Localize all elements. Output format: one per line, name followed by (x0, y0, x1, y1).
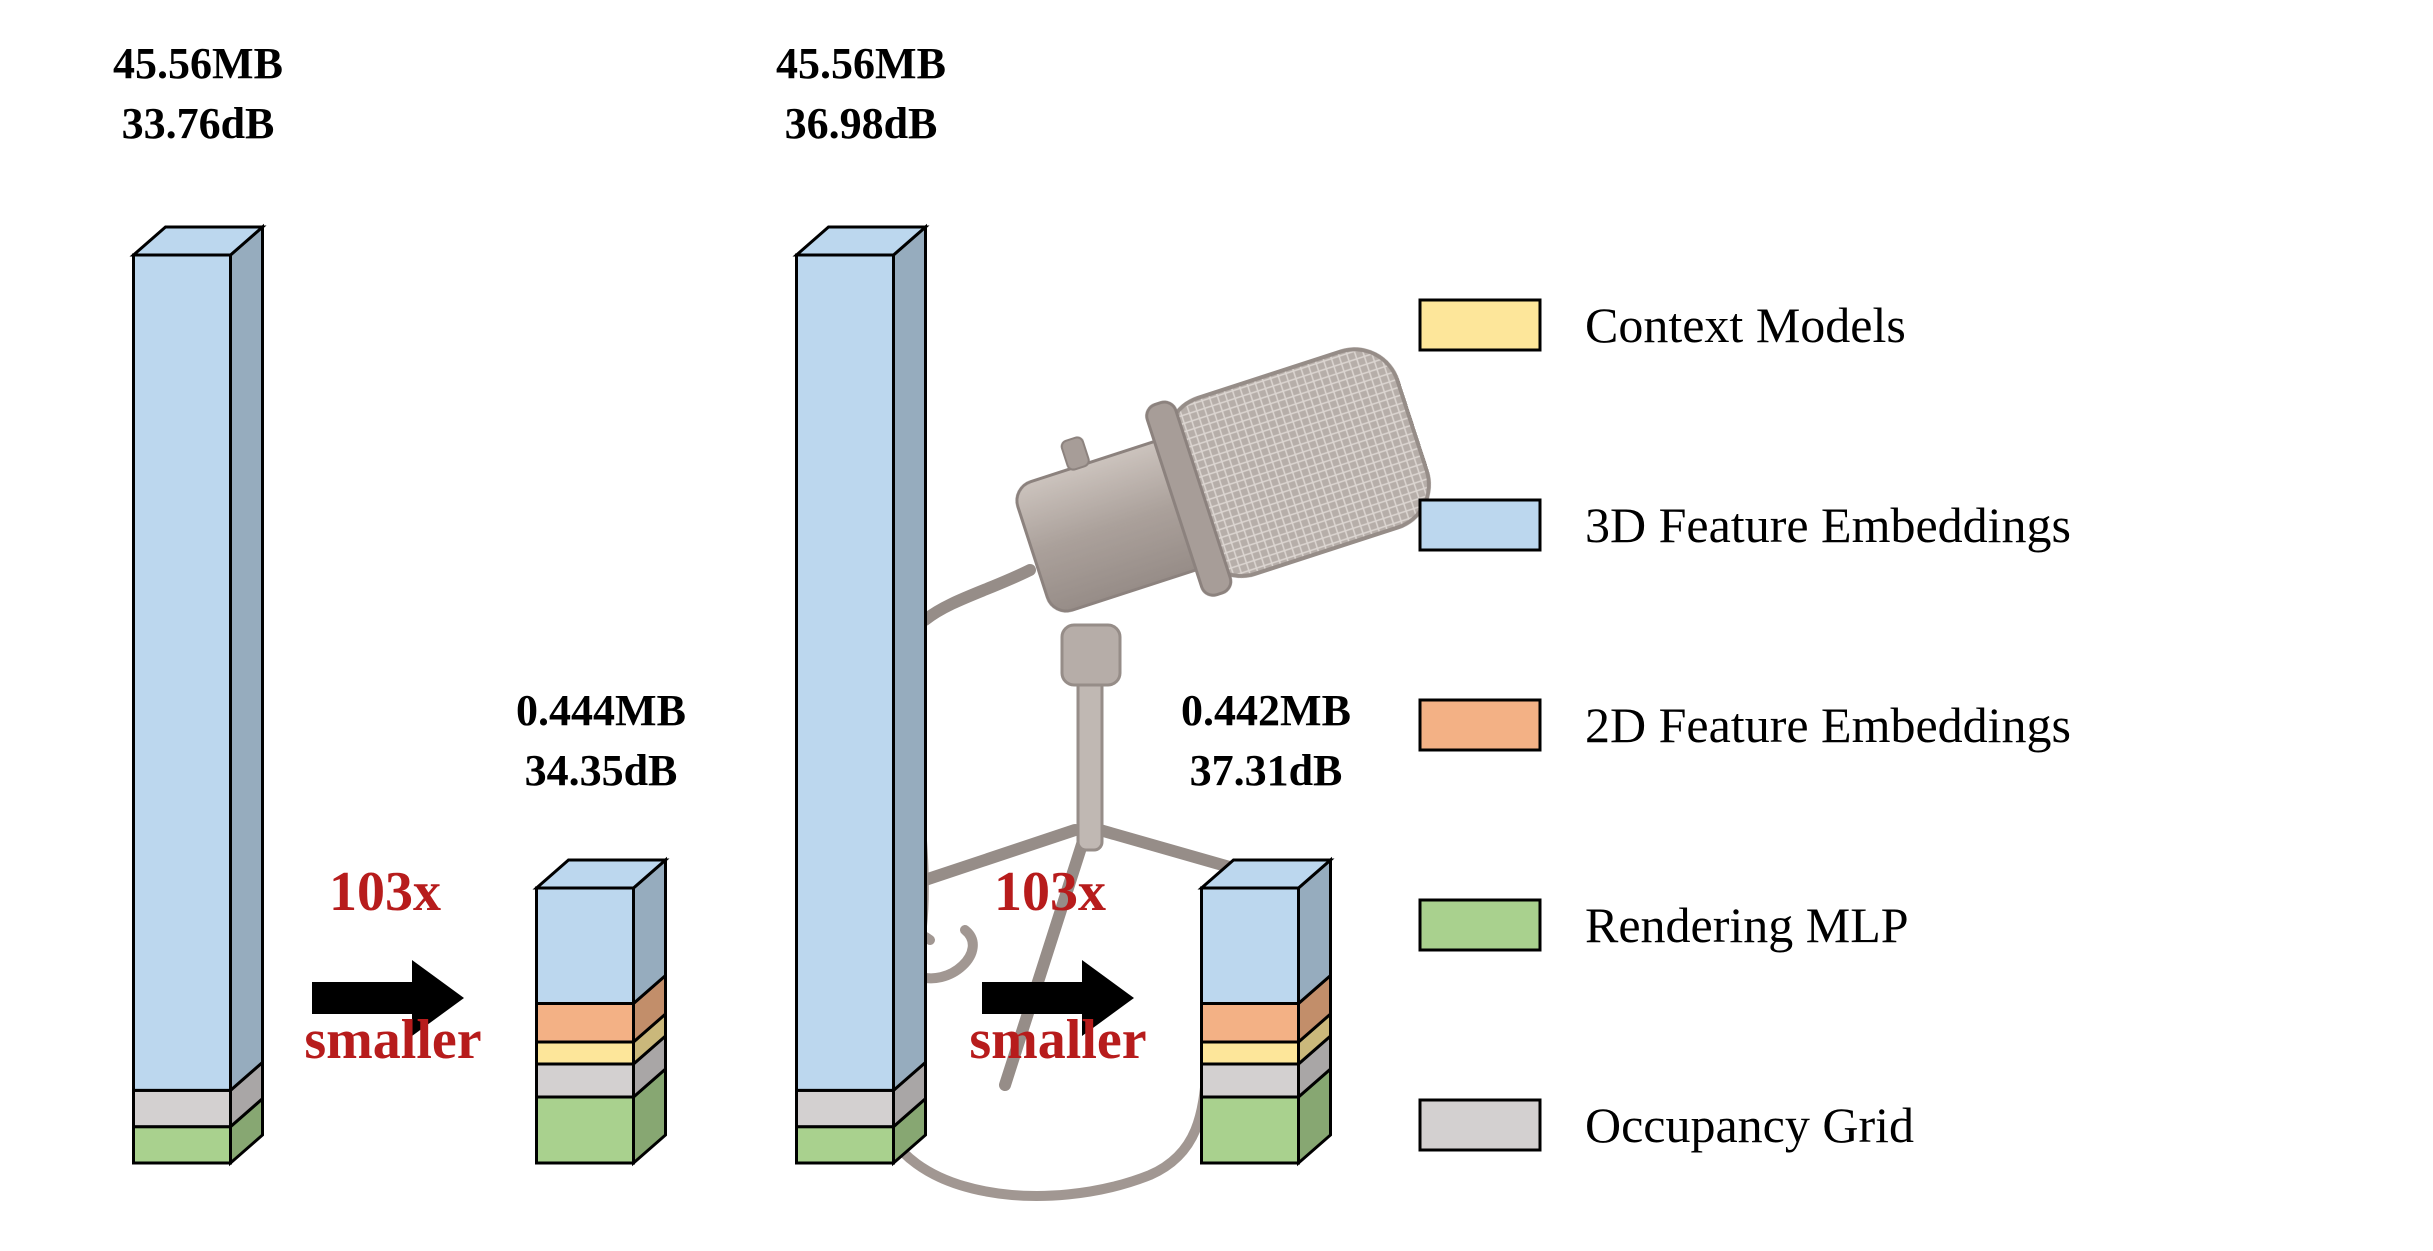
right-arrow-icon (982, 960, 1134, 1036)
smaller-caption: smaller (969, 1009, 1146, 1071)
bar-size-label: 0.444MB (516, 686, 686, 735)
bar-side-feature_3d (229, 223, 264, 1094)
legend-swatch (1418, 898, 1542, 952)
bar-segment-feature_3d (132, 253, 232, 1092)
bar-segment-rendering_mlp (795, 1125, 895, 1165)
legend-swatch (1418, 1098, 1542, 1152)
legend-swatch (1418, 298, 1542, 352)
bar-segment-feature_3d (535, 886, 635, 1005)
legend-label: Occupancy Grid (1585, 1097, 1914, 1153)
legend-item-feature_2d: 2D Feature Embeddings (1418, 697, 2071, 753)
bar-segment-rendering_mlp (132, 1125, 232, 1165)
bar-size-label: 45.56MB (113, 39, 283, 88)
legend-swatch (1418, 498, 1542, 552)
bar-segment-rendering_mlp (535, 1095, 635, 1165)
comparison-2: 103x smaller (969, 861, 1146, 1071)
comparison-layer: 103x smaller 103x smaller (304, 861, 1146, 1071)
bar-segment-context_models (1200, 1040, 1300, 1066)
legend-label: 3D Feature Embeddings (1585, 497, 2071, 553)
bar-side-feature_3d (892, 223, 927, 1094)
microphone-image (873, 347, 1431, 1201)
bar-segment-occupancy_grid (1200, 1062, 1300, 1099)
bar-psnr-label: 36.98dB (785, 99, 938, 148)
bar-segment-occupancy_grid (795, 1088, 895, 1129)
ratio-label: 103x (329, 861, 441, 923)
bar-segment-context_models (535, 1040, 635, 1066)
bar-segment-feature_2d (535, 1002, 635, 1044)
bar-psnr-label: 33.76dB (122, 99, 275, 148)
smaller-caption: smaller (304, 1009, 481, 1071)
ratio-label: 103x (994, 861, 1106, 923)
comparison-1: 103x smaller (304, 861, 481, 1071)
legend-item-context_models: Context Models (1418, 297, 1906, 353)
bar-top-face (129, 225, 267, 257)
bar-segment-feature_3d (1200, 886, 1300, 1005)
legend-swatch (1418, 698, 1542, 752)
bar-size-label: 0.442MB (1181, 686, 1351, 735)
stacked-bar-3 (792, 223, 930, 1167)
stacked-bar-4 (1197, 856, 1335, 1167)
legend: Context Models 3D Feature Embeddings 2D Fe… (1418, 297, 2071, 1153)
bar-segment-occupancy_grid (535, 1062, 635, 1099)
bar-segment-rendering_mlp (1200, 1095, 1300, 1165)
bar-psnr-label: 34.35dB (525, 746, 678, 795)
bar-top-face (792, 225, 930, 257)
stacked-bar-2 (532, 856, 670, 1167)
legend-item-feature_3d: 3D Feature Embeddings (1418, 497, 2071, 553)
bar-top-face (532, 858, 670, 890)
bar-psnr-label: 37.31dB (1190, 746, 1343, 795)
legend-label: Rendering MLP (1585, 897, 1909, 953)
labels-layer: 45.56MB 33.76dB 0.444MB 34.35dB 45.56MB 36.98… (113, 39, 1351, 795)
bar-segment-feature_3d (795, 253, 895, 1092)
legend-label: Context Models (1585, 297, 1906, 353)
bars-layer (129, 223, 1335, 1167)
legend-item-rendering_mlp: Rendering MLP (1418, 897, 1909, 953)
legend-label: 2D Feature Embeddings (1585, 697, 2071, 753)
bar-segment-feature_2d (1200, 1002, 1300, 1044)
bar-size-label: 45.56MB (776, 39, 946, 88)
right-arrow-icon (312, 960, 464, 1036)
legend-item-occupancy_grid: Occupancy Grid (1418, 1097, 1914, 1153)
bar-segment-occupancy_grid (132, 1088, 232, 1129)
bar-top-face (1197, 858, 1335, 890)
stacked-bar-1 (129, 223, 267, 1167)
